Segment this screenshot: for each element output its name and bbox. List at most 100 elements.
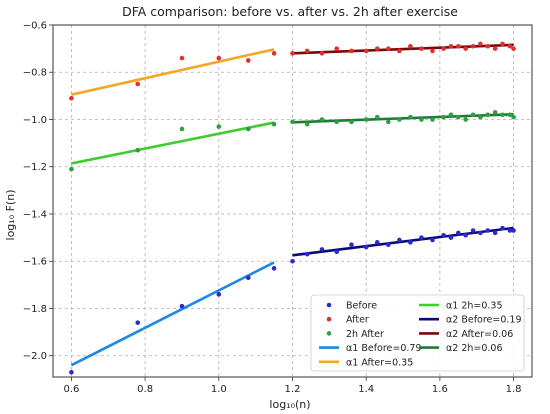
x-tick-label: 1.8 [506, 384, 522, 395]
y-tick-label: −0.6 [23, 21, 47, 32]
data-point-2 [349, 119, 354, 125]
data-point-0 [245, 275, 251, 281]
data-point-2 [334, 119, 340, 125]
y-tick-label: −2.0 [23, 351, 47, 362]
y-axis-label: log₁₀ F(n) [4, 190, 17, 241]
data-point-1 [478, 41, 483, 47]
y-tick-label: −0.8 [23, 68, 47, 79]
data-point-1 [135, 81, 141, 87]
data-point-1 [507, 43, 513, 49]
data-point-0 [485, 228, 491, 233]
plot-frame [52, 24, 533, 378]
data-point-2 [374, 114, 380, 120]
data-point-2 [290, 119, 295, 125]
legend-label: 2h After [346, 329, 384, 340]
data-point-1 [430, 48, 435, 54]
fit-line-4 [292, 43, 514, 55]
data-point-2 [419, 117, 424, 122]
data-point-1 [319, 51, 325, 56]
data-point-1 [470, 43, 476, 49]
legend-label: α1 Before=0.79 [346, 343, 422, 354]
data-point-0 [334, 249, 340, 255]
fit-line-1 [71, 48, 275, 96]
legend-label: α2 After=0.06 [446, 329, 513, 340]
data-point-2 [363, 117, 369, 122]
fit-lines-layer [70, 43, 514, 367]
chart-title: DFA comparison: before vs. after vs. 2h … [122, 4, 458, 19]
scatter-points-layer [69, 41, 516, 375]
data-point-0 [448, 235, 454, 240]
legend-label: α1 After=0.35 [346, 357, 413, 368]
legend-marker-dot [326, 302, 332, 308]
data-point-0 [290, 258, 295, 264]
data-point-1 [334, 46, 340, 51]
x-tick-label: 1.2 [285, 384, 301, 395]
data-point-0 [374, 240, 380, 245]
data-point-2 [135, 147, 141, 153]
data-point-0 [363, 244, 369, 250]
legend-label: Before [346, 301, 377, 312]
data-point-1 [271, 51, 277, 56]
data-point-2 [245, 126, 251, 132]
data-point-2 [179, 126, 185, 132]
data-point-2 [507, 112, 513, 118]
data-point-2 [456, 114, 461, 120]
fit-line-2 [71, 121, 275, 165]
data-point-0 [492, 230, 498, 236]
data-point-1 [349, 48, 354, 54]
data-point-2 [69, 166, 74, 172]
data-point-2 [485, 112, 491, 118]
data-point-0 [430, 237, 435, 243]
data-point-0 [500, 225, 505, 231]
data-point-0 [386, 242, 391, 248]
data-point-0 [69, 369, 74, 375]
data-point-2 [492, 110, 498, 115]
data-point-1 [216, 55, 222, 61]
x-tick-label: 0.6 [63, 384, 79, 395]
data-point-2 [441, 114, 446, 120]
data-point-2 [478, 114, 483, 120]
data-point-1 [386, 46, 391, 51]
x-tick-label: 1.4 [358, 384, 374, 395]
data-point-0 [456, 230, 461, 236]
data-point-0 [135, 320, 141, 325]
data-point-2 [448, 112, 454, 118]
data-point-0 [507, 228, 513, 233]
data-point-2 [430, 117, 435, 122]
data-point-2 [408, 114, 413, 120]
data-point-1 [408, 43, 413, 49]
x-tick-label: 0.8 [137, 384, 153, 395]
data-point-0 [271, 266, 277, 271]
data-point-1 [290, 51, 295, 56]
data-point-1 [69, 95, 74, 101]
x-axis-label: log₁₀(n) [269, 398, 310, 411]
legend-marker-dot [326, 331, 332, 336]
data-point-1 [441, 46, 446, 51]
y-tick-label: −1.2 [23, 162, 47, 173]
legend-label: α2 2h=0.06 [446, 343, 503, 354]
data-point-1 [500, 41, 505, 47]
y-tick-label: −1.6 [23, 257, 47, 268]
legend-marker-dot [326, 316, 332, 322]
data-point-0 [179, 303, 185, 309]
data-point-2 [463, 117, 468, 122]
fit-line-3 [292, 226, 514, 257]
fit-line-5 [292, 113, 514, 124]
data-point-1 [456, 43, 461, 49]
fit-line-0 [70, 261, 275, 367]
y-tick-label: −1.4 [23, 209, 47, 220]
data-point-0 [511, 228, 516, 233]
data-point-1 [419, 46, 424, 51]
data-point-0 [463, 232, 468, 238]
legend: Before After 2h After α1 Before=0.79 α1 Afte… [310, 294, 525, 372]
legend-label: After [346, 315, 369, 326]
data-point-1 [363, 48, 369, 54]
data-point-0 [216, 292, 222, 297]
data-point-0 [397, 237, 402, 243]
legend-label: α2 Before=0.19 [446, 315, 522, 326]
data-point-2 [470, 112, 476, 118]
data-point-1 [374, 46, 380, 51]
data-point-1 [463, 46, 468, 51]
data-point-0 [441, 232, 446, 238]
legend-box [310, 294, 525, 372]
